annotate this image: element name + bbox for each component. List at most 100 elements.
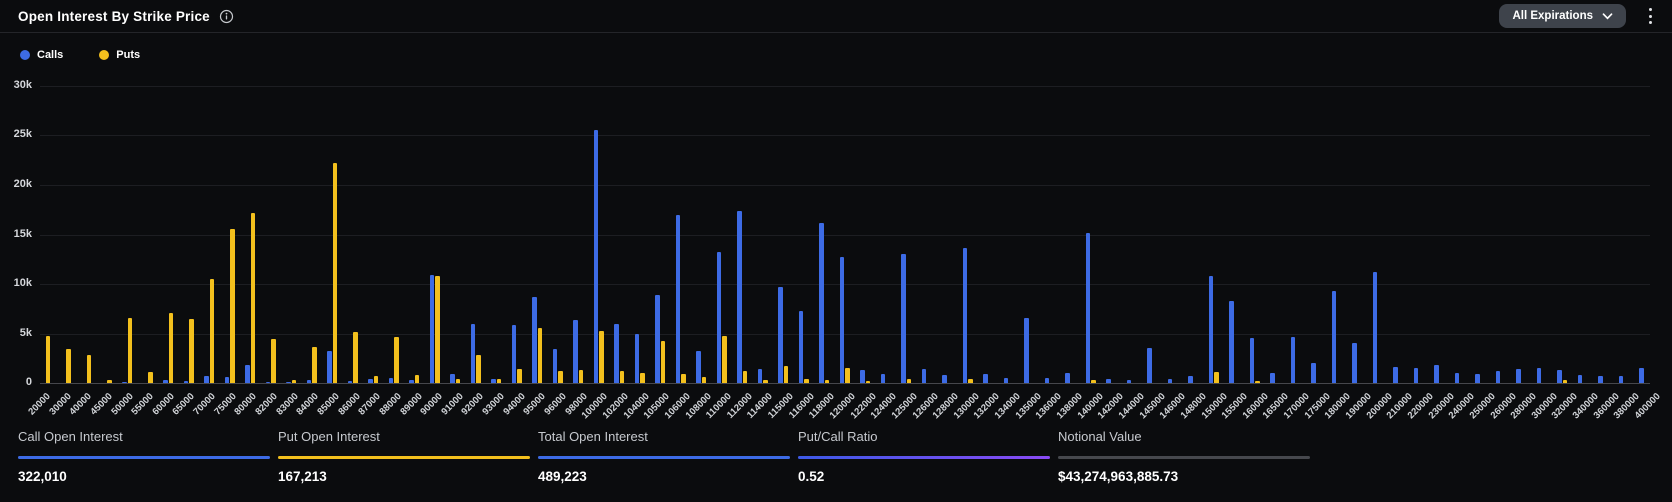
bar-group-132000[interactable] bbox=[983, 86, 993, 383]
bar-group-175000[interactable] bbox=[1311, 86, 1321, 383]
bar-group-125000[interactable] bbox=[901, 86, 911, 383]
bar-group-122000[interactable] bbox=[860, 86, 870, 383]
bar-group-55000[interactable] bbox=[143, 86, 153, 383]
bar-group-280000[interactable] bbox=[1516, 86, 1526, 383]
calls-bar bbox=[1454, 373, 1459, 383]
bar-group-320000[interactable] bbox=[1557, 86, 1567, 383]
bar-group-120000[interactable] bbox=[839, 86, 850, 383]
calls-bar bbox=[634, 333, 639, 383]
calls-bar bbox=[1085, 232, 1090, 383]
x-axis-tick-label: 83000 bbox=[274, 391, 301, 418]
bar-group-150000[interactable] bbox=[1208, 86, 1219, 383]
bar-group-240000[interactable] bbox=[1454, 86, 1465, 383]
bar-group-70000[interactable] bbox=[204, 86, 214, 383]
bar-group-105000[interactable] bbox=[655, 86, 665, 383]
calls-bar bbox=[1311, 363, 1316, 383]
bar-group-170000[interactable] bbox=[1290, 86, 1301, 383]
bar-group-80000[interactable] bbox=[245, 86, 255, 383]
bar-group-165000[interactable] bbox=[1270, 86, 1280, 383]
bar-group-260000[interactable] bbox=[1495, 86, 1506, 383]
bar-group-93000[interactable] bbox=[491, 86, 501, 383]
bar-group-82000[interactable] bbox=[265, 86, 276, 383]
bar-group-118000[interactable] bbox=[819, 86, 829, 383]
bar-group-100000[interactable] bbox=[593, 86, 604, 383]
bar-group-106000[interactable] bbox=[675, 86, 686, 383]
bar-group-110000[interactable] bbox=[716, 86, 727, 383]
bar-group-180000[interactable] bbox=[1331, 86, 1342, 383]
expirations-dropdown[interactable]: All Expirations bbox=[1499, 4, 1626, 28]
bar-group-134000[interactable] bbox=[1003, 86, 1014, 383]
bar-group-126000[interactable] bbox=[921, 86, 932, 383]
bar-group-90000[interactable] bbox=[429, 86, 440, 383]
more-options-menu-icon[interactable] bbox=[1643, 5, 1658, 28]
bar-group-210000[interactable] bbox=[1393, 86, 1403, 383]
bar-group-45000[interactable] bbox=[102, 86, 112, 383]
bar-group-30000[interactable] bbox=[61, 86, 71, 383]
bar-group-140000[interactable] bbox=[1085, 86, 1096, 383]
bar-group-75000[interactable] bbox=[224, 86, 235, 383]
bar-group-400000[interactable] bbox=[1639, 86, 1649, 383]
legend-item-puts[interactable]: Puts bbox=[99, 49, 140, 61]
bar-group-145000[interactable] bbox=[1147, 86, 1157, 383]
calls-bar bbox=[1167, 379, 1172, 383]
bar-group-85000[interactable] bbox=[327, 86, 337, 383]
bar-group-160000[interactable] bbox=[1249, 86, 1260, 383]
calls-bar bbox=[245, 365, 250, 383]
bar-group-220000[interactable] bbox=[1413, 86, 1424, 383]
bar-group-230000[interactable] bbox=[1434, 86, 1444, 383]
bar-group-60000[interactable] bbox=[163, 86, 173, 383]
bar-group-124000[interactable] bbox=[880, 86, 891, 383]
stat-put-call-ratio: Put/Call Ratio 0.52 bbox=[798, 429, 1050, 484]
bar-group-155000[interactable] bbox=[1229, 86, 1239, 383]
bar-group-104000[interactable] bbox=[634, 86, 645, 383]
legend-item-calls[interactable]: Calls bbox=[20, 49, 63, 61]
bar-group-83000[interactable] bbox=[286, 86, 296, 383]
bar-group-190000[interactable] bbox=[1352, 86, 1362, 383]
bar-group-135000[interactable] bbox=[1024, 86, 1034, 383]
bar-group-380000[interactable] bbox=[1618, 86, 1629, 383]
bar-group-300000[interactable] bbox=[1536, 86, 1547, 383]
bar-group-86000[interactable] bbox=[347, 86, 358, 383]
x-axis-tick-label: 93000 bbox=[480, 391, 507, 418]
bar-group-200000[interactable] bbox=[1372, 86, 1383, 383]
bar-group-50000[interactable] bbox=[122, 86, 132, 383]
bar-group-84000[interactable] bbox=[306, 86, 317, 383]
bar-group-142000[interactable] bbox=[1106, 86, 1116, 383]
bar-group-146000[interactable] bbox=[1167, 86, 1178, 383]
bar-group-148000[interactable] bbox=[1188, 86, 1198, 383]
bar-group-128000[interactable] bbox=[942, 86, 952, 383]
bar-group-102000[interactable] bbox=[614, 86, 624, 383]
bar-group-98000[interactable] bbox=[573, 86, 583, 383]
bar-group-112000[interactable] bbox=[737, 86, 747, 383]
bar-group-40000[interactable] bbox=[81, 86, 91, 383]
bar-group-250000[interactable] bbox=[1475, 86, 1485, 383]
calls-bar bbox=[122, 381, 127, 383]
bar-group-360000[interactable] bbox=[1598, 86, 1608, 383]
bar-group-96000[interactable] bbox=[552, 86, 563, 383]
bar-group-65000[interactable] bbox=[183, 86, 194, 383]
bar-group-340000[interactable] bbox=[1577, 86, 1588, 383]
puts-bar bbox=[312, 347, 317, 383]
bar-group-116000[interactable] bbox=[798, 86, 809, 383]
bar-group-114000[interactable] bbox=[757, 86, 768, 383]
chart-legend: Calls Puts bbox=[20, 48, 1672, 62]
bar-group-20000[interactable] bbox=[40, 86, 50, 383]
bar-group-92000[interactable] bbox=[470, 86, 481, 383]
bar-group-91000[interactable] bbox=[450, 86, 460, 383]
bar-group-136000[interactable] bbox=[1044, 86, 1055, 383]
x-axis-tick-label: 94000 bbox=[501, 391, 528, 418]
puts-bar bbox=[209, 279, 214, 383]
bar-group-108000[interactable] bbox=[696, 86, 706, 383]
bar-group-88000[interactable] bbox=[388, 86, 399, 383]
bar-group-144000[interactable] bbox=[1126, 86, 1137, 383]
calls-bar bbox=[552, 349, 557, 383]
bar-group-115000[interactable] bbox=[778, 86, 788, 383]
bar-group-95000[interactable] bbox=[532, 86, 542, 383]
info-icon[interactable] bbox=[219, 9, 234, 24]
stat-label: Put/Call Ratio bbox=[798, 429, 878, 444]
bar-group-138000[interactable] bbox=[1065, 86, 1075, 383]
bar-group-87000[interactable] bbox=[368, 86, 378, 383]
bar-group-94000[interactable] bbox=[511, 86, 522, 383]
bar-group-89000[interactable] bbox=[409, 86, 419, 383]
bar-group-130000[interactable] bbox=[962, 86, 973, 383]
